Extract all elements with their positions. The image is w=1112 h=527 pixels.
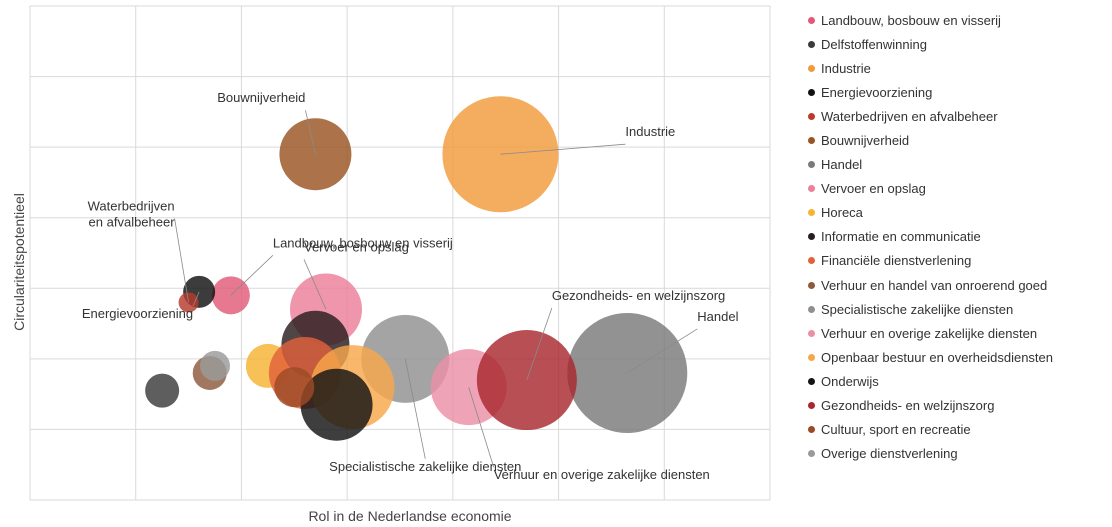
legend-label: Horeca: [821, 205, 863, 221]
legend-swatch: [808, 402, 815, 410]
legend-label: Specialistische zakelijke diensten: [821, 301, 1014, 317]
legend-label: Openbaar bestuur en overheidsdiensten: [821, 349, 1053, 365]
legend-label: Gezondheids- en welzijnszorg: [821, 398, 995, 414]
annotation-leader-handel: [627, 328, 698, 374]
legend-item-cultuur-sport-en-recreatie: Cultuur, sport en recreatie: [808, 418, 1108, 442]
annotation-label-vervoer-en-opslag: Vervoer en opslag: [304, 239, 409, 254]
legend-label: Waterbedrijven en afvalbeheer: [821, 108, 998, 124]
legend-item-landbouw-bosbouw-en-visserij: Landbouw, bosbouw en visserij: [808, 8, 1108, 32]
legend-label: Onderwijs: [821, 373, 879, 389]
legend-swatch: [808, 426, 815, 434]
legend-label: Cultuur, sport en recreatie: [821, 422, 971, 438]
annotation-leader-verhuur-en-overige-zakelijke-diensten: [468, 386, 495, 468]
legend: Landbouw, bosbouw en visserij Delfstoffen…: [808, 8, 1108, 466]
bubble-overige-dienstverlening: [200, 350, 230, 381]
legend-item-industrie: Industrie: [808, 56, 1108, 80]
legend-label: Verhuur en handel van onroerend goed: [821, 277, 1048, 293]
annotation-label-bouwnijverheid: Bouwnijverheid: [217, 90, 305, 105]
annotation-label-energievoorziening: Energievoorziening: [82, 306, 193, 321]
annotation-leader-bouwnijverheid: [305, 110, 316, 155]
legend-label: Industrie: [821, 60, 871, 76]
legend-swatch: [808, 450, 815, 458]
legend-swatch: [808, 329, 815, 337]
legend-swatch: [808, 112, 815, 120]
annotation-leader-vervoer-en-opslag: [303, 259, 327, 310]
annotation-line: Waterbedrijven: [88, 198, 175, 213]
legend-swatch: [808, 185, 815, 193]
legend-item-verhuur-en-handel-van-onroerend-goed: Verhuur en handel van onroerend goed: [808, 273, 1108, 297]
legend-item-openbaar-bestuur-en-overheidsdiensten: Openbaar bestuur en overheidsdiensten: [808, 345, 1108, 369]
legend-item-waterbedrijven-en-afvalbeheer: Waterbedrijven en afvalbeheer: [808, 104, 1108, 128]
legend-swatch: [808, 161, 815, 169]
annotation-leader-gezondheids-en-welzijnszorg: [526, 307, 553, 381]
plot-area: [29, 5, 771, 501]
annotation-leader-specialistische-zakelijke-diensten: [404, 358, 426, 459]
annotation-line: en afvalbeheer: [89, 214, 176, 229]
legend-label: Energievoorziening: [821, 84, 933, 100]
legend-item-specialistische-zakelijke-diensten: Specialistische zakelijke diensten: [808, 297, 1108, 321]
legend-swatch: [808, 281, 815, 289]
legend-item-delfstoffenwinning: Delfstoffenwinning: [808, 32, 1108, 56]
legend-label: Handel: [821, 157, 863, 173]
legend-swatch: [808, 233, 815, 241]
legend-item-energievoorziening: Energievoorziening: [808, 80, 1108, 104]
legend-label: Informatie en communicatie: [821, 229, 981, 245]
annotation-leader-landbouw-bosbouw-en-visserij: [230, 255, 274, 296]
annotation-label-landbouw-bosbouw-en-visserij: Landbouw, bosbouw en visserij: [273, 235, 453, 250]
legend-item-onderwijs: Onderwijs: [808, 369, 1108, 393]
legend-label: Overige dienstverlening: [821, 446, 958, 462]
annotation-leader-industrie: [500, 143, 626, 155]
legend-label: Vervoer en opslag: [821, 181, 926, 197]
bubble-delfstoffenwinning: [145, 373, 180, 408]
legend-item-horeca: Horeca: [808, 201, 1108, 225]
legend-swatch: [808, 209, 815, 217]
bubble-cultuur-sport-en-recreatie: [274, 367, 315, 408]
legend-item-verhuur-en-overige-zakelijke-diensten: Verhuur en overige zakelijke diensten: [808, 321, 1108, 345]
annotation-leader-waterbedrijven-en-afvalbeheer: [174, 218, 189, 303]
annotation-label-handel: Handel: [697, 309, 738, 324]
legend-swatch: [808, 16, 815, 24]
annotation-label-waterbedrijven-en-afvalbeheer: Waterbedrijven en afvalbeheer: [88, 198, 176, 229]
legend-label: Financiële dienstverlening: [821, 253, 972, 269]
legend-label: Delfstoffenwinning: [821, 36, 927, 52]
annotation-leader-energievoorziening: [192, 291, 200, 306]
annotation-label-verhuur-en-overige-zakelijke-diensten: Verhuur en overige zakelijke diensten: [494, 467, 710, 482]
legend-label: Bouwnijverheid: [821, 133, 910, 149]
legend-item-financiele-dienstverlening: Financiële dienstverlening: [808, 249, 1108, 273]
legend-item-informatie-en-communicatie: Informatie en communicatie: [808, 225, 1108, 249]
legend-swatch: [808, 377, 815, 385]
annotation-label-specialistische-zakelijke-diensten: Specialistische zakelijke diensten: [329, 459, 521, 474]
legend-item-handel: Handel: [808, 153, 1108, 177]
bubble-onderwijs: [300, 368, 373, 441]
annotation-label-industrie: Industrie: [625, 124, 675, 139]
legend-swatch: [808, 353, 815, 361]
y-axis-label: Circulariteitspotentieel: [11, 193, 27, 331]
legend-label: Verhuur en overige zakelijke diensten: [821, 325, 1038, 341]
legend-swatch: [808, 88, 815, 96]
legend-swatch: [808, 137, 815, 145]
legend-item-bouwnijverheid: Bouwnijverheid: [808, 128, 1108, 152]
legend-item-vervoer-en-opslag: Vervoer en opslag: [808, 177, 1108, 201]
legend-item-overige-dienstverlening: Overige dienstverlening: [808, 442, 1108, 466]
legend-label: Landbouw, bosbouw en visserij: [821, 12, 1001, 28]
legend-swatch: [808, 40, 815, 48]
legend-swatch: [808, 257, 815, 265]
legend-swatch: [808, 305, 815, 313]
x-axis-label: Rol in de Nederlandse economie: [308, 508, 512, 524]
legend-item-gezondheids-en-welzijnszorg: Gezondheids- en welzijnszorg: [808, 394, 1108, 418]
annotation-label-gezondheids-en-welzijnszorg: Gezondheids- en welzijnszorg: [552, 288, 725, 303]
legend-swatch: [808, 64, 815, 72]
